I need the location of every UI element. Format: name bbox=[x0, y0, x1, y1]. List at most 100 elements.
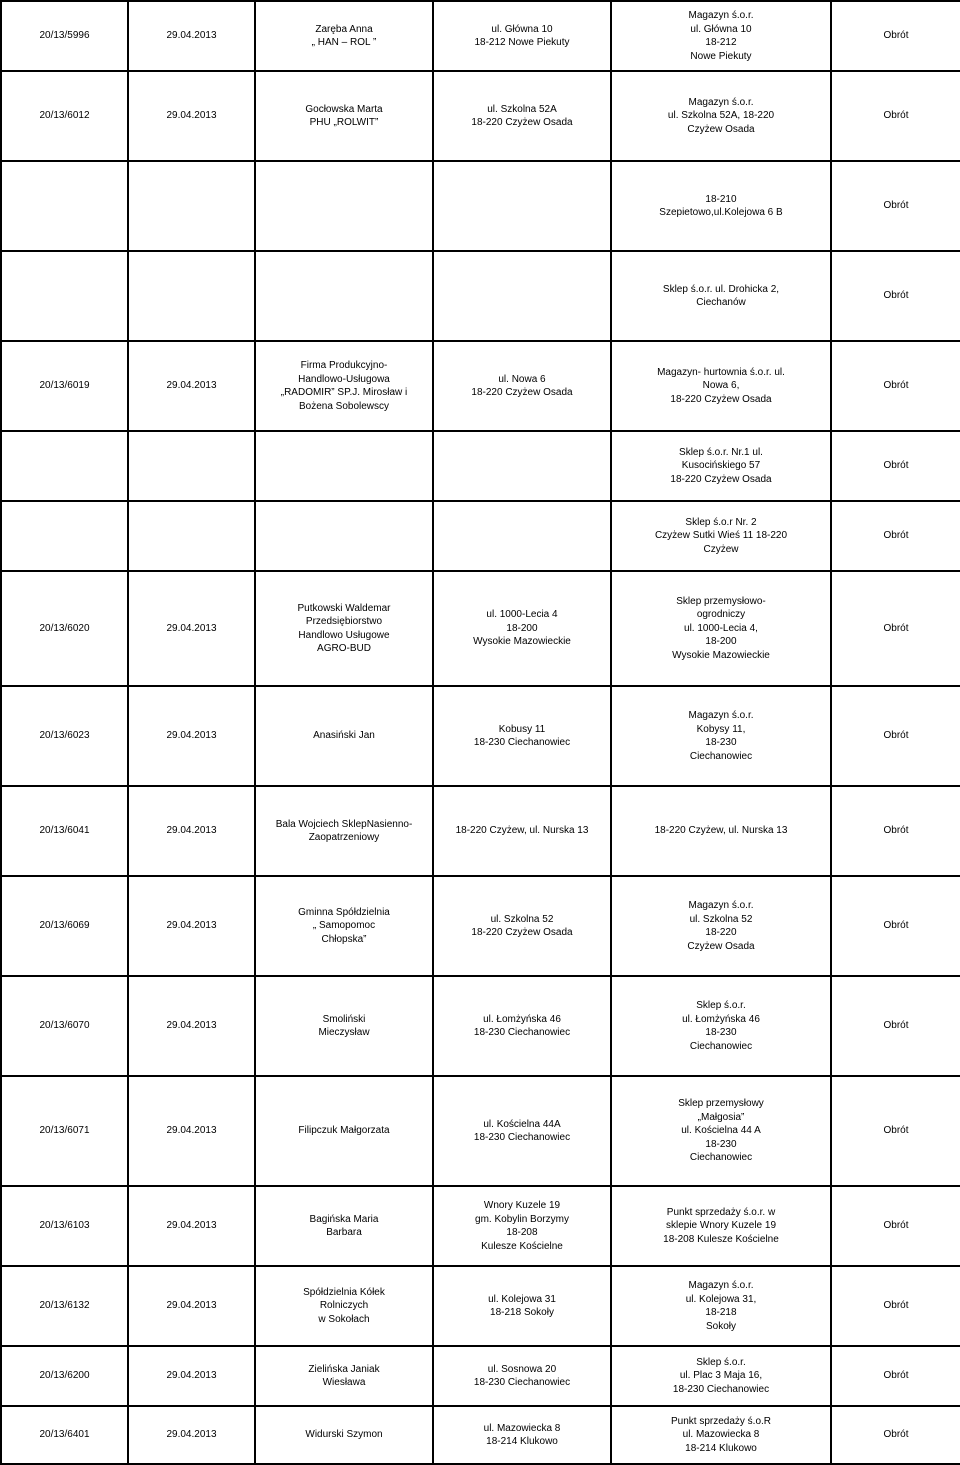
cell-type: Obrót bbox=[831, 686, 960, 786]
table-row: 20/13/599629.04.2013Zaręba Anna„ HAN – R… bbox=[1, 1, 960, 71]
cell-location: Magazyn ś.o.r.ul. Kolejowa 31,18-218Soko… bbox=[611, 1266, 831, 1346]
cell-name: SmolińskiMieczysław bbox=[255, 976, 433, 1076]
cell-location: 18-210Szepietowo,ul.Kolejowa 6 B bbox=[611, 161, 831, 251]
table-row: 20/13/602029.04.2013Putkowski WaldemarPr… bbox=[1, 571, 960, 686]
cell-date: 29.04.2013 bbox=[128, 571, 255, 686]
cell-address: Wnory Kuzele 19gm. Kobylin Borzymy18-208… bbox=[433, 1186, 611, 1266]
cell-id: 20/13/6070 bbox=[1, 976, 128, 1076]
cell-date: 29.04.2013 bbox=[128, 1076, 255, 1186]
cell-id bbox=[1, 161, 128, 251]
cell-name: Zaręba Anna„ HAN – ROL ” bbox=[255, 1, 433, 71]
table-row: 20/13/607029.04.2013SmolińskiMieczysławu… bbox=[1, 976, 960, 1076]
table-row: 20/13/601229.04.2013Gocłowska MartaPHU „… bbox=[1, 71, 960, 161]
cell-date: 29.04.2013 bbox=[128, 1186, 255, 1266]
cell-name bbox=[255, 501, 433, 571]
cell-id: 20/13/6019 bbox=[1, 341, 128, 431]
cell-address: 18-220 Czyżew, ul. Nurska 13 bbox=[433, 786, 611, 876]
cell-location: Magazyn ś.o.r.ul. Szkolna 5218-220Czyżew… bbox=[611, 876, 831, 976]
cell-location: Sklep przemysłowy„Małgosia”ul. Kościelna… bbox=[611, 1076, 831, 1186]
cell-id bbox=[1, 251, 128, 341]
cell-name: Bala Wojciech SklepNasienno-Zaopatrzenio… bbox=[255, 786, 433, 876]
cell-id: 20/13/6132 bbox=[1, 1266, 128, 1346]
cell-id: 20/13/5996 bbox=[1, 1, 128, 71]
cell-location: Sklep ś.o.r. ul. Drohicka 2,Ciechanów bbox=[611, 251, 831, 341]
cell-location: Magazyn- hurtownia ś.o.r. ul.Nowa 6,18-2… bbox=[611, 341, 831, 431]
cell-id bbox=[1, 431, 128, 501]
cell-address: Kobusy 1118-230 Ciechanowiec bbox=[433, 686, 611, 786]
cell-type: Obrót bbox=[831, 161, 960, 251]
cell-id: 20/13/6023 bbox=[1, 686, 128, 786]
cell-address: ul. 1000-Lecia 418-200Wysokie Mazowiecki… bbox=[433, 571, 611, 686]
cell-type: Obrót bbox=[831, 1406, 960, 1464]
cell-type: Obrót bbox=[831, 341, 960, 431]
cell-date: 29.04.2013 bbox=[128, 1346, 255, 1406]
cell-location: Sklep przemysłowo-ogrodniczyul. 1000-Lec… bbox=[611, 571, 831, 686]
cell-id bbox=[1, 501, 128, 571]
cell-name: Bagińska MariaBarbara bbox=[255, 1186, 433, 1266]
cell-type: Obrót bbox=[831, 1346, 960, 1406]
cell-address: ul. Łomżyńska 4618-230 Ciechanowiec bbox=[433, 976, 611, 1076]
cell-date: 29.04.2013 bbox=[128, 1, 255, 71]
cell-id: 20/13/6103 bbox=[1, 1186, 128, 1266]
cell-location: Sklep ś.o.r. Nr.1 ul.Kusocińskiego 5718-… bbox=[611, 431, 831, 501]
cell-address: ul. Szkolna 52A18-220 Czyżew Osada bbox=[433, 71, 611, 161]
cell-name: Gocłowska MartaPHU „ROLWIT” bbox=[255, 71, 433, 161]
cell-type: Obrót bbox=[831, 1186, 960, 1266]
table-row: 20/13/601929.04.2013Firma Produkcyjno-Ha… bbox=[1, 341, 960, 431]
cell-date bbox=[128, 431, 255, 501]
cell-type: Obrót bbox=[831, 786, 960, 876]
cell-type: Obrót bbox=[831, 976, 960, 1076]
cell-name: Firma Produkcyjno-Handlowo-Usługowa„RADO… bbox=[255, 341, 433, 431]
table-row: 20/13/606929.04.2013Gminna Spółdzielnia„… bbox=[1, 876, 960, 976]
cell-id: 20/13/6200 bbox=[1, 1346, 128, 1406]
cell-type: Obrót bbox=[831, 1, 960, 71]
cell-location: Magazyn ś.o.r.ul. Szkolna 52A, 18-220Czy… bbox=[611, 71, 831, 161]
table-row: Sklep ś.o.r. Nr.1 ul.Kusocińskiego 5718-… bbox=[1, 431, 960, 501]
cell-location: Punkt sprzedaży ś.o.r. wsklepie Wnory Ku… bbox=[611, 1186, 831, 1266]
table-row: Sklep ś.o.r. ul. Drohicka 2,CiechanówObr… bbox=[1, 251, 960, 341]
cell-date bbox=[128, 251, 255, 341]
cell-date: 29.04.2013 bbox=[128, 1406, 255, 1464]
cell-date: 29.04.2013 bbox=[128, 71, 255, 161]
cell-date: 29.04.2013 bbox=[128, 786, 255, 876]
cell-type: Obrót bbox=[831, 1266, 960, 1346]
cell-name bbox=[255, 431, 433, 501]
cell-name: Zielińska JaniakWiesława bbox=[255, 1346, 433, 1406]
cell-address: ul. Kościelna 44A18-230 Ciechanowiec bbox=[433, 1076, 611, 1186]
cell-id: 20/13/6041 bbox=[1, 786, 128, 876]
cell-name: Widurski Szymon bbox=[255, 1406, 433, 1464]
table-row: 20/13/613229.04.2013Spółdzielnia KółekRo… bbox=[1, 1266, 960, 1346]
cell-type: Obrót bbox=[831, 251, 960, 341]
cell-type: Obrót bbox=[831, 571, 960, 686]
cell-name: Anasiński Jan bbox=[255, 686, 433, 786]
cell-date: 29.04.2013 bbox=[128, 876, 255, 976]
cell-address: ul. Mazowiecka 818-214 Klukowo bbox=[433, 1406, 611, 1464]
cell-date bbox=[128, 501, 255, 571]
cell-location: Magazyn ś.o.r.Kobysy 11,18-230Ciechanowi… bbox=[611, 686, 831, 786]
cell-id: 20/13/6069 bbox=[1, 876, 128, 976]
cell-id: 20/13/6020 bbox=[1, 571, 128, 686]
cell-name bbox=[255, 251, 433, 341]
table-row: 20/13/604129.04.2013Bala Wojciech SklepN… bbox=[1, 786, 960, 876]
cell-location: Sklep ś.o.r.ul. Plac 3 Maja 16,18-230 Ci… bbox=[611, 1346, 831, 1406]
cell-type: Obrót bbox=[831, 501, 960, 571]
cell-date bbox=[128, 161, 255, 251]
table-row: 20/13/610329.04.2013Bagińska MariaBarbar… bbox=[1, 1186, 960, 1266]
cell-address bbox=[433, 501, 611, 571]
table-row: 20/13/602329.04.2013Anasiński JanKobusy … bbox=[1, 686, 960, 786]
cell-location: 18-220 Czyżew, ul. Nurska 13 bbox=[611, 786, 831, 876]
table-row: 20/13/620029.04.2013Zielińska JaniakWies… bbox=[1, 1346, 960, 1406]
cell-location: Punkt sprzedaży ś.o.Rul. Mazowiecka 818-… bbox=[611, 1406, 831, 1464]
cell-location: Sklep ś.o.r Nr. 2Czyżew Sutki Wieś 11 18… bbox=[611, 501, 831, 571]
table-row: Sklep ś.o.r Nr. 2Czyżew Sutki Wieś 11 18… bbox=[1, 501, 960, 571]
table-row: 20/13/607129.04.2013Filipczuk Małgorzata… bbox=[1, 1076, 960, 1186]
cell-id: 20/13/6401 bbox=[1, 1406, 128, 1464]
registry-table: 20/13/599629.04.2013Zaręba Anna„ HAN – R… bbox=[0, 0, 960, 1465]
cell-id: 20/13/6012 bbox=[1, 71, 128, 161]
cell-address: ul. Kolejowa 3118-218 Sokoły bbox=[433, 1266, 611, 1346]
cell-date: 29.04.2013 bbox=[128, 686, 255, 786]
cell-address: ul. Sosnowa 2018-230 Ciechanowiec bbox=[433, 1346, 611, 1406]
cell-address bbox=[433, 161, 611, 251]
table-row: 20/13/640129.04.2013Widurski Szymonul. M… bbox=[1, 1406, 960, 1464]
cell-name: Spółdzielnia KółekRolniczychw Sokołach bbox=[255, 1266, 433, 1346]
